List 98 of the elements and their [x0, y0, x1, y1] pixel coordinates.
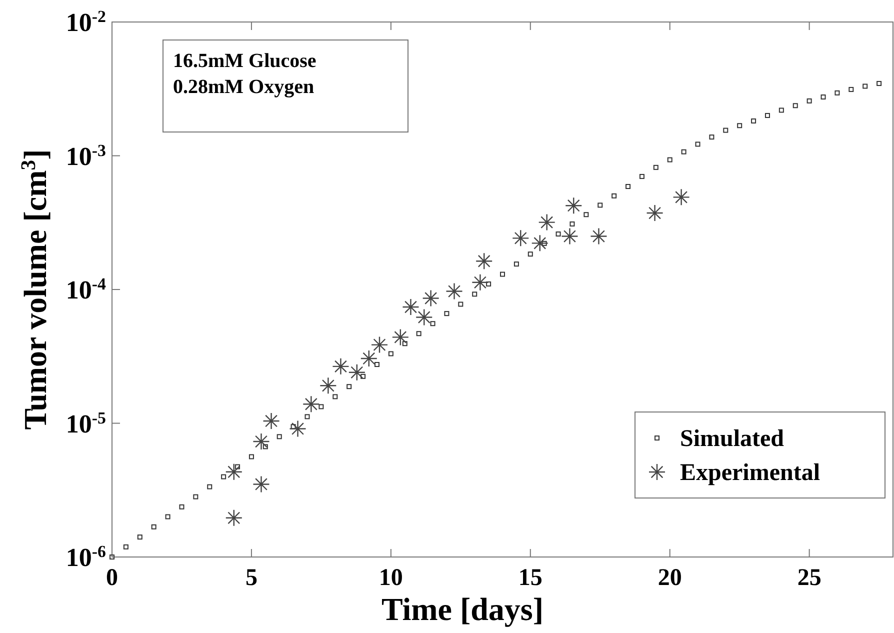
point [123, 544, 128, 550]
x-tick-label: 20 [658, 565, 682, 591]
point [561, 228, 578, 245]
point [458, 302, 464, 307]
point [472, 274, 489, 291]
point [475, 252, 493, 270]
point [248, 454, 254, 460]
x-tick-label: 25 [797, 565, 822, 591]
point [709, 134, 714, 140]
point [598, 202, 603, 208]
point [672, 188, 690, 206]
point [262, 412, 280, 430]
point [565, 196, 582, 214]
point [862, 84, 868, 89]
point [225, 509, 242, 527]
point [653, 164, 658, 170]
point [472, 292, 478, 297]
point [486, 281, 492, 286]
y-tick-label: 10$^{-5}$ [66, 408, 106, 438]
point [392, 328, 410, 346]
point [612, 193, 617, 198]
point [346, 384, 352, 390]
point [584, 212, 589, 218]
point [667, 157, 672, 162]
point [252, 432, 270, 450]
point [695, 142, 700, 147]
x-tick-label: 15 [518, 565, 542, 591]
point [834, 90, 840, 96]
point [290, 424, 296, 430]
point [374, 362, 380, 367]
legend-label: Simulated [680, 426, 785, 452]
point [528, 252, 533, 257]
point [681, 149, 686, 154]
point [876, 80, 882, 86]
y-tick-label: 10$^{-4}$ [66, 274, 107, 304]
point [416, 331, 422, 336]
point [332, 394, 338, 400]
point [737, 123, 742, 128]
point [778, 108, 784, 113]
legend-label: Experimental [680, 460, 820, 486]
point [179, 504, 184, 510]
point [556, 231, 561, 236]
annotation: 16.5mM Glucose 0.28mM Oxygen [173, 50, 316, 98]
y-tick-label: 10$^{-6}$ [66, 542, 106, 572]
point [360, 374, 366, 379]
point [304, 414, 310, 420]
x-axis-title: Time [days] [381, 591, 544, 627]
point [332, 358, 350, 376]
point [370, 336, 388, 354]
point [764, 112, 770, 118]
point [792, 103, 798, 108]
point [531, 234, 548, 252]
point [512, 230, 530, 247]
point [590, 228, 608, 245]
point [289, 420, 306, 438]
point [570, 221, 575, 226]
point [402, 341, 408, 346]
point [207, 484, 212, 490]
x-tick-label: 5 [245, 565, 258, 591]
y-tick-label: 10$^{-2}$ [66, 6, 106, 37]
point [193, 494, 198, 500]
point [348, 364, 366, 381]
point [320, 377, 337, 394]
point [137, 534, 142, 540]
point [446, 282, 463, 300]
point [646, 204, 664, 222]
point [110, 554, 114, 560]
point [542, 240, 547, 246]
x-tick-label: 10 [378, 565, 403, 591]
point [848, 86, 854, 92]
point [221, 474, 226, 480]
y-tick-label: 10$^{-3}$ [66, 140, 106, 171]
point [360, 350, 378, 368]
point [538, 214, 556, 231]
point [626, 184, 631, 189]
point [388, 351, 394, 356]
point [276, 434, 282, 440]
point [806, 98, 812, 104]
point [751, 118, 756, 124]
point [639, 174, 644, 179]
point [302, 396, 320, 413]
point [444, 311, 450, 316]
point [514, 262, 519, 267]
point [422, 290, 440, 307]
point [262, 444, 268, 450]
point [252, 476, 270, 493]
point [416, 308, 433, 326]
point [225, 463, 242, 480]
point [235, 464, 240, 470]
point [820, 94, 826, 100]
point [723, 128, 728, 133]
point [500, 272, 505, 277]
point [151, 524, 156, 530]
x-tick-label: 0 [106, 565, 118, 591]
point [165, 514, 170, 520]
point [430, 321, 436, 326]
point [402, 298, 420, 316]
point [318, 404, 324, 410]
